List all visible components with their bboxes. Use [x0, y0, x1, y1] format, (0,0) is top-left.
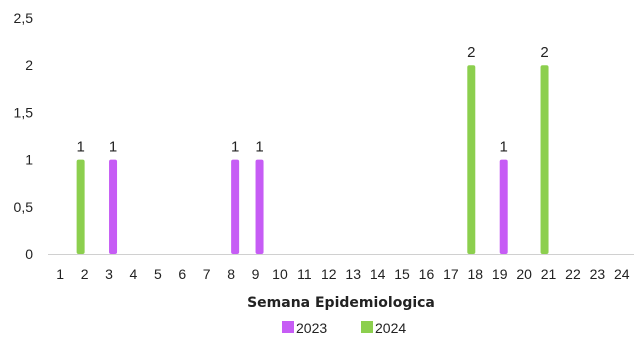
y-tick-label: 2 [25, 57, 33, 73]
x-tick-label: 20 [516, 266, 532, 282]
bar-data-labels: 1 1 1 112 2 [76, 44, 548, 155]
x-tick-label: 3 [105, 266, 113, 282]
bar-2024-week-18 [467, 65, 476, 254]
x-tick-label: 7 [203, 266, 211, 282]
y-tick-label: 0 [25, 246, 33, 262]
y-tick-label: 1 [25, 152, 33, 168]
bar-2023-week-9 [255, 159, 264, 254]
x-tick-label: 13 [345, 266, 361, 282]
legend-swatch-2023 [282, 321, 294, 333]
legend-label-2024: 2024 [375, 320, 406, 336]
bar-data-label: 1 [255, 139, 263, 156]
x-tick-label: 8 [227, 266, 235, 282]
x-tick-label: 15 [394, 266, 410, 282]
bar-data-label: 2 [467, 44, 475, 61]
x-tick-label: 11 [297, 266, 312, 282]
y-tick-label: 0,5 [14, 199, 34, 215]
x-tick-label: 4 [130, 266, 138, 282]
x-tick-label: 24 [614, 266, 630, 282]
x-tick-label: 14 [370, 266, 386, 282]
x-tick-label: 10 [272, 266, 288, 282]
x-tick-label: 16 [419, 266, 435, 282]
bar-2023-week-3 [109, 159, 118, 254]
bars [76, 65, 549, 254]
bar-2024-week-21 [540, 65, 549, 254]
legend-swatch-2024 [361, 321, 373, 333]
x-tick-label: 17 [443, 266, 459, 282]
y-tick-label: 2,5 [14, 10, 34, 26]
y-axis-tick-labels: 0 0,5 1 1,5 2 2,5 [14, 10, 34, 262]
x-tick-label: 19 [492, 266, 508, 282]
x-tick-label: 22 [565, 266, 581, 282]
x-tick-label: 23 [590, 266, 606, 282]
legend: 2023 2024 [282, 320, 406, 336]
x-tick-label: 12 [321, 266, 337, 282]
y-tick-label: 1,5 [14, 104, 34, 120]
x-tick-label: 9 [252, 266, 260, 282]
bar-data-label: 1 [500, 139, 508, 156]
legend-label-2023: 2023 [296, 320, 327, 336]
bar-2023-week-19 [499, 159, 508, 254]
x-tick-label: 2 [81, 266, 89, 282]
x-tick-label: 1 [56, 266, 64, 282]
x-axis-tick-labels: 1 2 3 4 5 6 7 8 9 10 11 12 13 14 15 16 17 18 19 20 21 22 23 24 [56, 266, 629, 282]
bar-2024-week-2 [76, 159, 85, 254]
x-tick-label: 6 [178, 266, 186, 282]
bar-data-label: 1 [231, 139, 239, 156]
bar-2023-week-8 [231, 159, 240, 254]
x-axis-title: Semana Epidemiologica [247, 295, 435, 311]
x-tick-label: 18 [468, 266, 484, 282]
x-tick-label: 5 [154, 266, 162, 282]
x-tick-label: 21 [541, 266, 557, 282]
bar-data-label: 1 [109, 139, 117, 156]
bar-data-label: 1 [76, 139, 84, 156]
bar-data-label: 2 [540, 44, 548, 61]
